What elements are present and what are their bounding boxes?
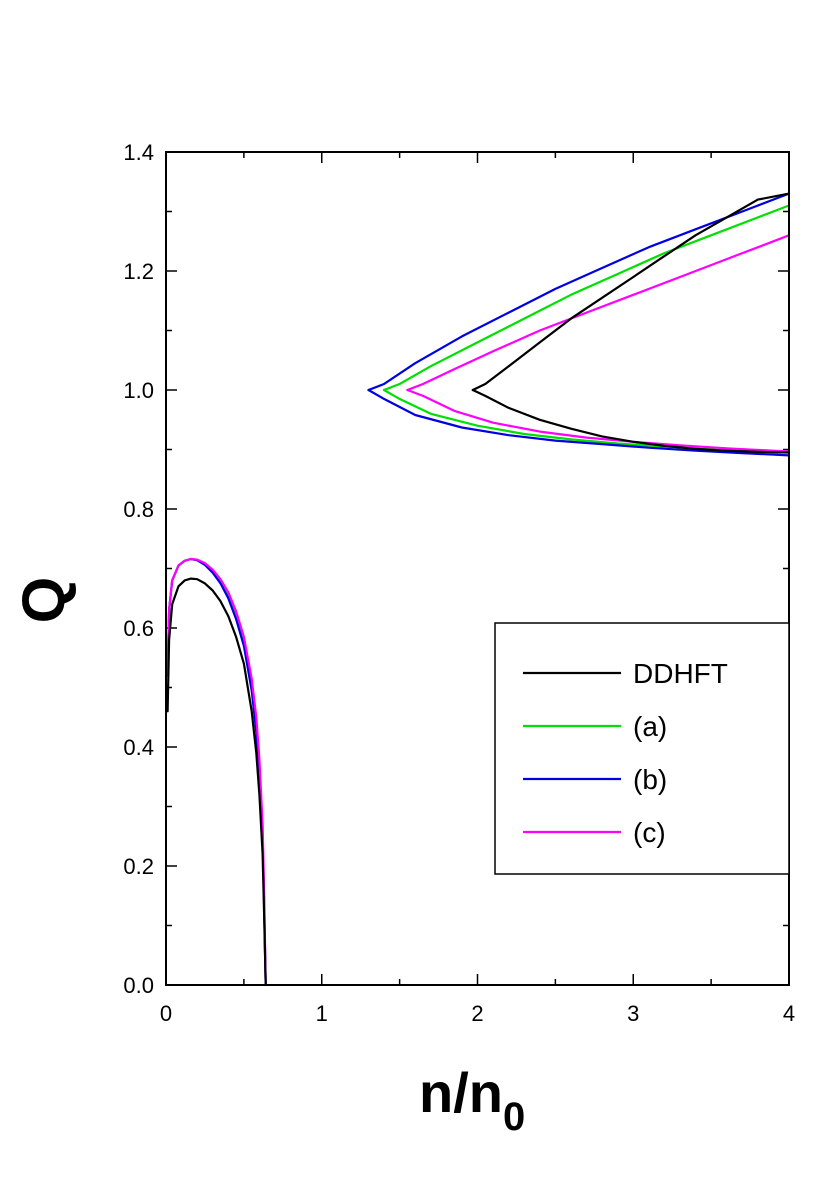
legend: DDHFT (a) (b) (c)	[494, 622, 790, 875]
tick-labels: 0 1 2 3 4 0.0 0.2 0.4 0.6 0.8 1.0 1.2 1.4	[123, 140, 795, 1026]
series-line-c-upper-branch	[406, 234, 791, 392]
y-tick-label: 0.2	[123, 854, 154, 879]
plot-frame	[165, 151, 790, 986]
x-tick-label: 1	[316, 1001, 328, 1026]
y-tick-label: 1.0	[123, 378, 154, 403]
series-line-b-upper-branch	[367, 192, 791, 392]
y-axis-label: Q	[10, 577, 77, 624]
y-tick-label: 0.8	[123, 497, 154, 522]
legend-entry-label: (a)	[633, 711, 667, 742]
y-tick-label: 1.4	[123, 140, 154, 165]
series-line-ddhft-upper-branch	[471, 192, 791, 392]
series-line-c-lower-branch	[406, 388, 791, 453]
y-tick-label: 0.6	[123, 616, 154, 641]
x-axis-label: n/n0	[419, 1061, 525, 1139]
x-tick-label: 0	[160, 1001, 172, 1026]
y-tick-label: 0.0	[123, 973, 154, 998]
series-line-a-upper-branch	[382, 204, 791, 392]
x-tick-label: 3	[627, 1001, 639, 1026]
x-axis-label-main: n/n	[419, 1061, 503, 1124]
series-line-b-lower-branch	[367, 388, 791, 457]
series-line-b-low-density-branch	[166, 557, 267, 987]
x-tick-label: 4	[783, 1001, 795, 1026]
legend-entry-label: (c)	[633, 817, 666, 848]
series-line-a-low-density-branch	[166, 557, 267, 987]
series-lines	[166, 192, 791, 987]
y-tick-label: 1.2	[123, 259, 154, 284]
series-line-ddhft-lower-branch	[471, 388, 791, 454]
legend-entry-label: (b)	[633, 764, 667, 795]
y-tick-label: 0.4	[123, 735, 154, 760]
series-line-ddhft-low-density-branch	[166, 577, 267, 987]
series-line-c-low-density-branch	[166, 557, 267, 987]
legend-entry-label: DDHFT	[633, 658, 728, 689]
x-tick-label: 2	[471, 1001, 483, 1026]
x-axis-label-subscript: 0	[503, 1095, 525, 1139]
